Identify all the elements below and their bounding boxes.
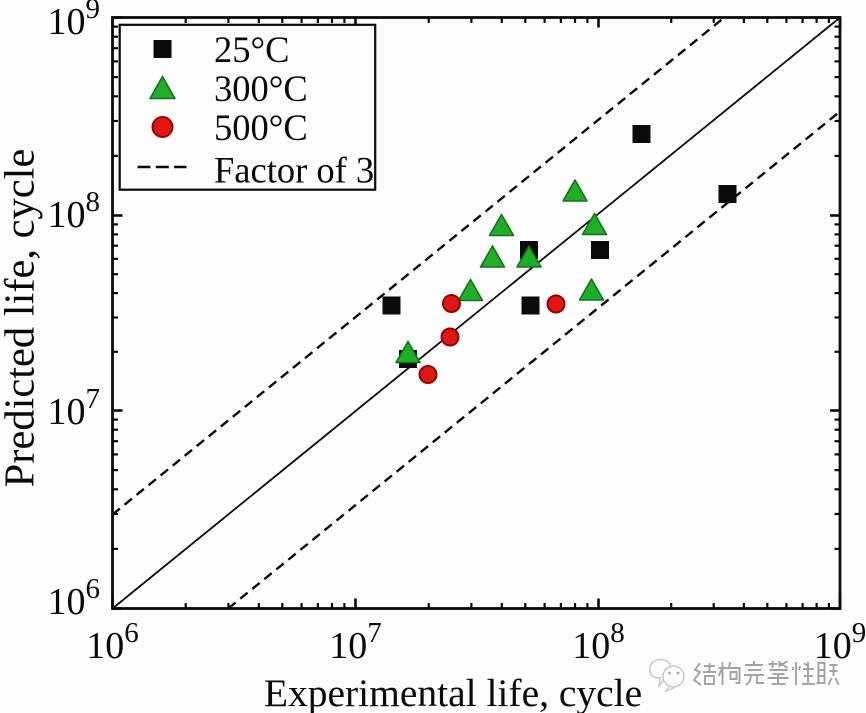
svg-text:Factor of 3: Factor of 3 [214, 150, 374, 191]
svg-text:Experimental life, cycle: Experimental life, cycle [264, 671, 642, 713]
svg-text:106: 106 [48, 573, 101, 623]
svg-text:109: 109 [814, 617, 866, 667]
svg-text:25°C: 25°C [214, 29, 289, 70]
svg-text:300°C: 300°C [214, 68, 308, 109]
svg-text:107: 107 [48, 383, 101, 433]
svg-text:109: 109 [48, 0, 101, 43]
svg-text:Predicted life, cycle: Predicted life, cycle [0, 149, 44, 488]
svg-text:500°C: 500°C [214, 107, 308, 148]
